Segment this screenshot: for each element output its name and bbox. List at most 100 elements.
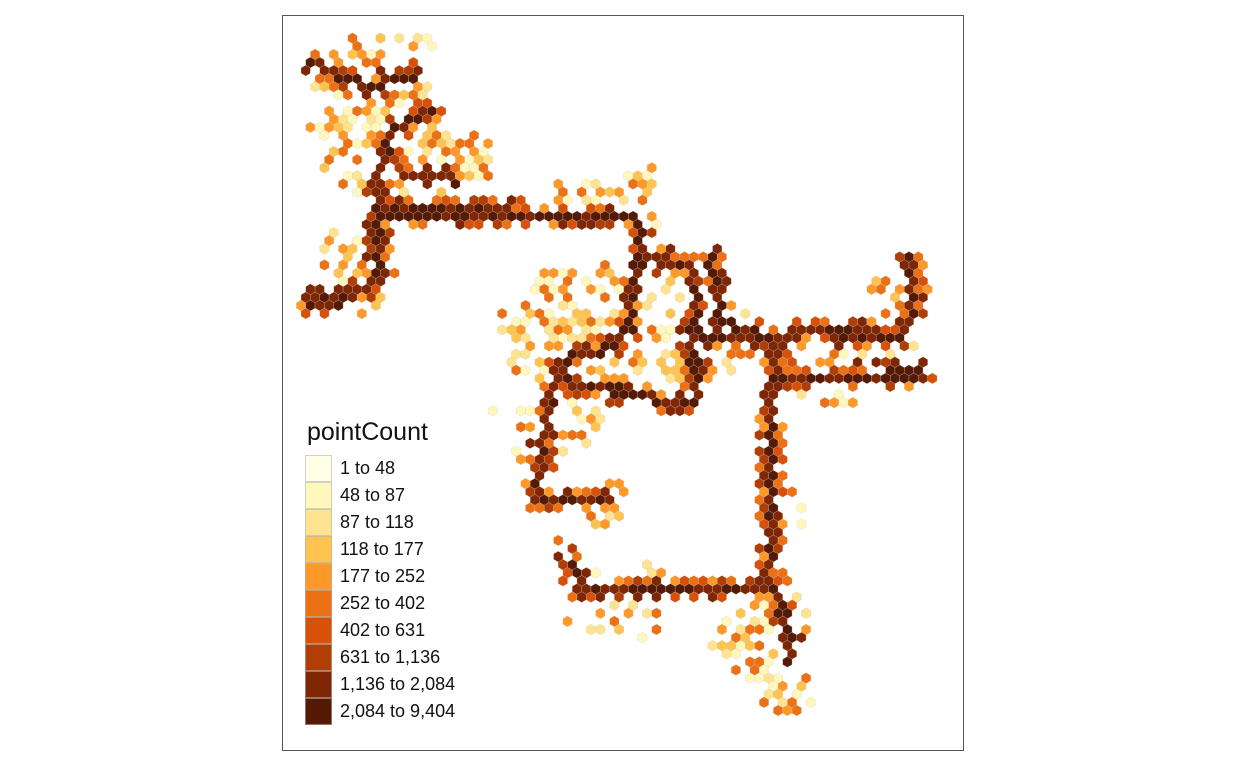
hex-cell — [604, 218, 615, 231]
legend-swatch — [305, 644, 332, 671]
hex-cell — [665, 372, 676, 385]
hex-cell — [815, 372, 826, 385]
hex-cell — [716, 591, 727, 603]
hex-cell — [557, 575, 568, 587]
hex-cell — [586, 364, 596, 376]
hex-cell — [628, 388, 638, 401]
legend-item: 252 to 402 — [305, 590, 455, 617]
hex-cell — [609, 599, 620, 611]
hex-cell — [417, 218, 428, 231]
legend-item: 1 to 48 — [305, 455, 455, 482]
hex-cell — [618, 194, 629, 206]
hex-cell — [731, 648, 741, 660]
hex-cell — [726, 364, 737, 376]
hex-cell — [740, 583, 751, 595]
hex-cell — [515, 421, 526, 433]
hex-cell — [642, 607, 653, 619]
hex-cell — [352, 137, 363, 150]
hex-cell — [511, 332, 522, 344]
hex-cell — [731, 664, 741, 676]
hex-cell — [745, 640, 755, 652]
hex-cell — [782, 575, 793, 587]
legend-item: 1,136 to 2,084 — [305, 671, 455, 698]
hex-cell — [586, 623, 596, 636]
hex-cell — [319, 162, 330, 174]
hex-cell — [333, 299, 344, 312]
hex-cell — [660, 332, 671, 344]
legend-item: 177 to 252 — [305, 563, 455, 590]
legend-label: 177 to 252 — [340, 566, 426, 586]
hex-cell — [674, 291, 685, 304]
hex-cell — [665, 405, 676, 417]
hex-cell — [525, 405, 536, 417]
hex-cell — [553, 340, 564, 352]
legend-label: 1,136 to 2,084 — [340, 674, 456, 694]
hex-cell — [520, 364, 531, 376]
legend-item: 118 to 177 — [305, 536, 455, 563]
hex-cell — [614, 510, 624, 522]
hex-cell — [656, 405, 667, 417]
hex-cell — [586, 283, 596, 295]
hex-cell — [861, 372, 872, 385]
hex-cell — [590, 567, 601, 579]
hex-cell — [712, 340, 723, 352]
hex-cell — [525, 421, 536, 433]
hex-cell — [525, 437, 536, 449]
hex-cell — [511, 364, 522, 376]
legend-swatch — [305, 536, 332, 563]
map-panel: pointCount 1 to 48 48 to 87 87 to 118 11… — [282, 15, 964, 751]
hex-cell — [501, 218, 512, 231]
hex-cell — [361, 186, 372, 198]
hex-cell — [473, 170, 484, 182]
hex-cell — [408, 40, 419, 52]
hex-cell — [614, 397, 624, 409]
hex-cell — [586, 218, 596, 231]
hex-cell — [702, 340, 713, 352]
hex-cell — [356, 307, 367, 320]
hex-cell — [543, 340, 554, 352]
hex-cell — [847, 397, 858, 409]
hex-cell — [829, 397, 840, 409]
hex-cell — [885, 380, 896, 393]
hex-cell — [735, 607, 746, 619]
hex-cell — [581, 388, 592, 401]
hex-cell — [534, 502, 545, 514]
legend-item: 87 to 118 — [305, 509, 455, 536]
hex-cell — [338, 145, 349, 158]
hex-cell — [595, 607, 606, 619]
hex-cell — [815, 356, 826, 368]
hex-cell — [525, 502, 536, 514]
hex-cell — [782, 656, 793, 668]
hex-cell — [595, 348, 606, 360]
hex-cell — [791, 704, 802, 717]
hex-cell — [833, 372, 844, 385]
hex-cell — [632, 332, 643, 344]
legend-label: 252 to 402 — [340, 593, 426, 613]
hex-cell — [674, 405, 685, 417]
hex-cell — [557, 429, 568, 441]
hex-cell — [581, 437, 592, 449]
legend-swatch — [305, 617, 332, 644]
hex-cell — [899, 340, 910, 352]
hex-cell — [520, 218, 531, 231]
legend-swatch — [305, 698, 332, 725]
hex-cell — [553, 502, 564, 514]
hex-cell — [352, 154, 363, 166]
hex-cell — [763, 623, 774, 636]
hex-cell — [600, 518, 610, 530]
hex-cell — [572, 356, 582, 368]
hex-cell — [557, 299, 568, 312]
hex-cell — [515, 405, 526, 417]
hex-cell — [487, 405, 498, 417]
hex-cell — [796, 631, 807, 644]
hex-cell — [567, 591, 578, 603]
hex-cell — [604, 186, 615, 198]
hex-cell — [595, 623, 606, 636]
hex-cell — [408, 218, 419, 231]
hex-cell — [398, 73, 409, 85]
hex-cell — [646, 226, 657, 239]
hex-cell — [623, 607, 634, 619]
hex-cell — [595, 218, 606, 231]
hex-cell — [319, 129, 330, 142]
hex-cell — [637, 631, 648, 644]
